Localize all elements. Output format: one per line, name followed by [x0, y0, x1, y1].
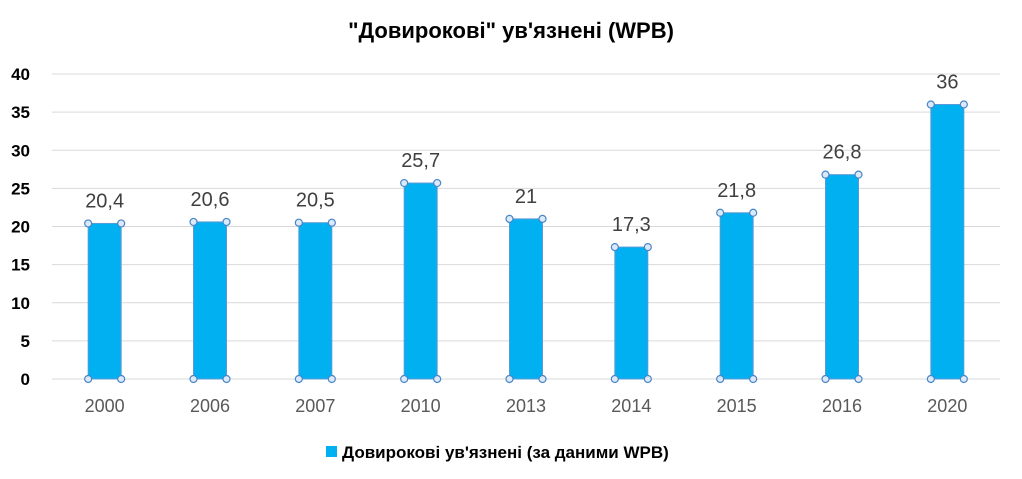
selection-handle: [610, 242, 619, 252]
selection-handle: [821, 170, 830, 179]
chart-title: "Довирокові" ув'язнені (WPB): [348, 18, 674, 43]
y-tick-label: 0: [21, 370, 30, 389]
selection-handle: [854, 374, 863, 384]
selection-handle: [959, 374, 968, 384]
data-label: 25,7: [401, 150, 440, 172]
y-tick-label: 35: [11, 103, 30, 122]
selection-handle: [84, 219, 93, 228]
x-tick-label: 2016: [822, 396, 862, 416]
selection-handle: [926, 374, 935, 384]
selection-handle: [189, 374, 198, 384]
x-tick-label: 2020: [927, 396, 967, 416]
y-tick-label: 10: [11, 294, 30, 313]
selection-handle: [433, 374, 442, 384]
bar: [193, 221, 227, 380]
selection-handle: [327, 218, 336, 227]
selection-handle: [294, 374, 303, 384]
selection-handle: [749, 208, 758, 217]
selection-handle: [222, 374, 231, 384]
selection-handle: [926, 100, 935, 109]
data-label: 26,8: [823, 142, 862, 164]
selection-handle: [222, 217, 231, 227]
selection-handle: [84, 374, 93, 384]
legend-swatch: [326, 446, 337, 457]
selection-handle: [117, 219, 126, 228]
selection-handle: [505, 374, 514, 384]
data-label: 21,8: [717, 180, 756, 202]
x-tick-label: 2015: [717, 396, 757, 416]
data-label: 20,6: [191, 189, 230, 211]
data-label: 20,4: [85, 190, 124, 212]
selection-handle: [400, 374, 409, 384]
selection-handle: [117, 374, 126, 384]
bar: [403, 182, 438, 380]
legend-label: Довирокові ув'язнені (за даними WPB): [342, 443, 669, 462]
y-tick-label: 40: [11, 65, 30, 84]
selection-handle: [821, 374, 830, 384]
selection-handle: [294, 218, 303, 227]
bar: [87, 222, 122, 380]
selection-handle: [433, 178, 442, 188]
x-tick-label: 2013: [506, 396, 546, 416]
x-tick-label: 2006: [190, 396, 230, 416]
selection-handle: [189, 217, 198, 227]
data-label: 21: [515, 186, 537, 208]
bar: [719, 212, 754, 380]
bar: [614, 246, 649, 380]
bars: 20,4 20,6 20,5 25,7 21 17,3 21,8 26,8 36: [84, 72, 968, 384]
selection-handle: [749, 374, 758, 384]
bar: [298, 222, 333, 380]
data-label: 36: [936, 72, 958, 94]
y-tick-label: 30: [11, 141, 30, 160]
y-axis-ticks: 0 5 10 15 20 25 30 35 40: [11, 65, 30, 389]
bar: [930, 104, 965, 380]
data-label: 20,5: [296, 190, 335, 212]
selection-handle: [400, 178, 409, 188]
bar: [825, 174, 859, 380]
selection-handle: [854, 170, 863, 179]
y-tick-label: 15: [11, 256, 30, 275]
selection-handle: [538, 374, 547, 384]
x-tick-label: 2014: [611, 396, 651, 416]
selection-handle: [505, 214, 514, 223]
x-axis-ticks: 2000 2006 2007 2010 2013 2014 2015 2016 2020: [85, 396, 968, 416]
x-tick-label: 2007: [295, 396, 335, 416]
bar: [509, 218, 543, 380]
selection-handle: [716, 374, 725, 384]
y-tick-label: 25: [11, 179, 30, 198]
legend: Довирокові ув'язнені (за даними WPB): [326, 443, 669, 462]
selection-handle: [327, 374, 336, 384]
selection-handle: [716, 208, 725, 217]
selection-handle: [538, 214, 547, 223]
selection-handle: [959, 100, 968, 109]
x-tick-label: 2010: [401, 396, 441, 416]
y-tick-label: 5: [21, 332, 30, 351]
selection-handle: [610, 374, 619, 384]
selection-handle: [643, 374, 652, 384]
y-tick-label: 20: [11, 218, 30, 237]
selection-handle: [643, 242, 652, 252]
x-tick-label: 2000: [85, 396, 125, 416]
data-label: 17,3: [612, 214, 651, 236]
